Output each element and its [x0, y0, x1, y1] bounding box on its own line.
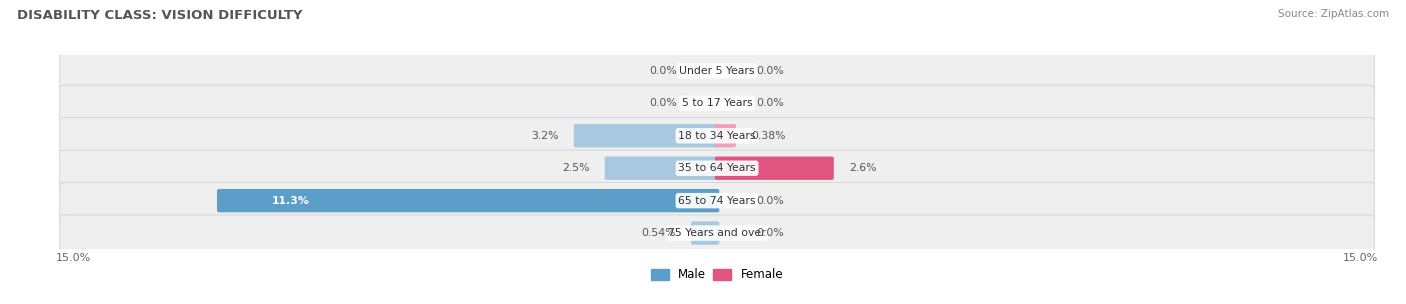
Text: 75 Years and over: 75 Years and over: [668, 228, 766, 238]
FancyBboxPatch shape: [60, 215, 1374, 251]
FancyBboxPatch shape: [60, 118, 1374, 154]
Text: 2.5%: 2.5%: [562, 163, 589, 173]
FancyBboxPatch shape: [217, 189, 720, 212]
Text: 0.0%: 0.0%: [650, 66, 678, 76]
Text: Source: ZipAtlas.com: Source: ZipAtlas.com: [1278, 9, 1389, 19]
Text: 15.0%: 15.0%: [1343, 253, 1378, 263]
Text: 35 to 64 Years: 35 to 64 Years: [678, 163, 756, 173]
Text: 18 to 34 Years: 18 to 34 Years: [678, 131, 756, 141]
FancyBboxPatch shape: [692, 221, 720, 245]
Text: 0.0%: 0.0%: [756, 228, 785, 238]
Text: 0.0%: 0.0%: [756, 98, 785, 108]
Text: 65 to 74 Years: 65 to 74 Years: [678, 196, 756, 206]
FancyBboxPatch shape: [574, 124, 720, 147]
FancyBboxPatch shape: [714, 124, 735, 147]
Text: 0.38%: 0.38%: [751, 131, 786, 141]
Text: 5 to 17 Years: 5 to 17 Years: [682, 98, 752, 108]
Legend: Male, Female: Male, Female: [647, 264, 787, 286]
Text: 0.0%: 0.0%: [756, 66, 785, 76]
Text: 2.6%: 2.6%: [849, 163, 877, 173]
FancyBboxPatch shape: [60, 53, 1374, 89]
Text: Under 5 Years: Under 5 Years: [679, 66, 755, 76]
Text: DISABILITY CLASS: VISION DIFFICULTY: DISABILITY CLASS: VISION DIFFICULTY: [17, 9, 302, 22]
Text: 0.54%: 0.54%: [641, 228, 676, 238]
FancyBboxPatch shape: [60, 182, 1374, 219]
Text: 11.3%: 11.3%: [273, 196, 309, 206]
FancyBboxPatch shape: [60, 85, 1374, 122]
Text: 0.0%: 0.0%: [756, 196, 785, 206]
FancyBboxPatch shape: [714, 157, 834, 180]
Text: 3.2%: 3.2%: [531, 131, 558, 141]
Text: 0.0%: 0.0%: [650, 98, 678, 108]
FancyBboxPatch shape: [605, 157, 720, 180]
Text: 15.0%: 15.0%: [56, 253, 91, 263]
FancyBboxPatch shape: [60, 150, 1374, 186]
